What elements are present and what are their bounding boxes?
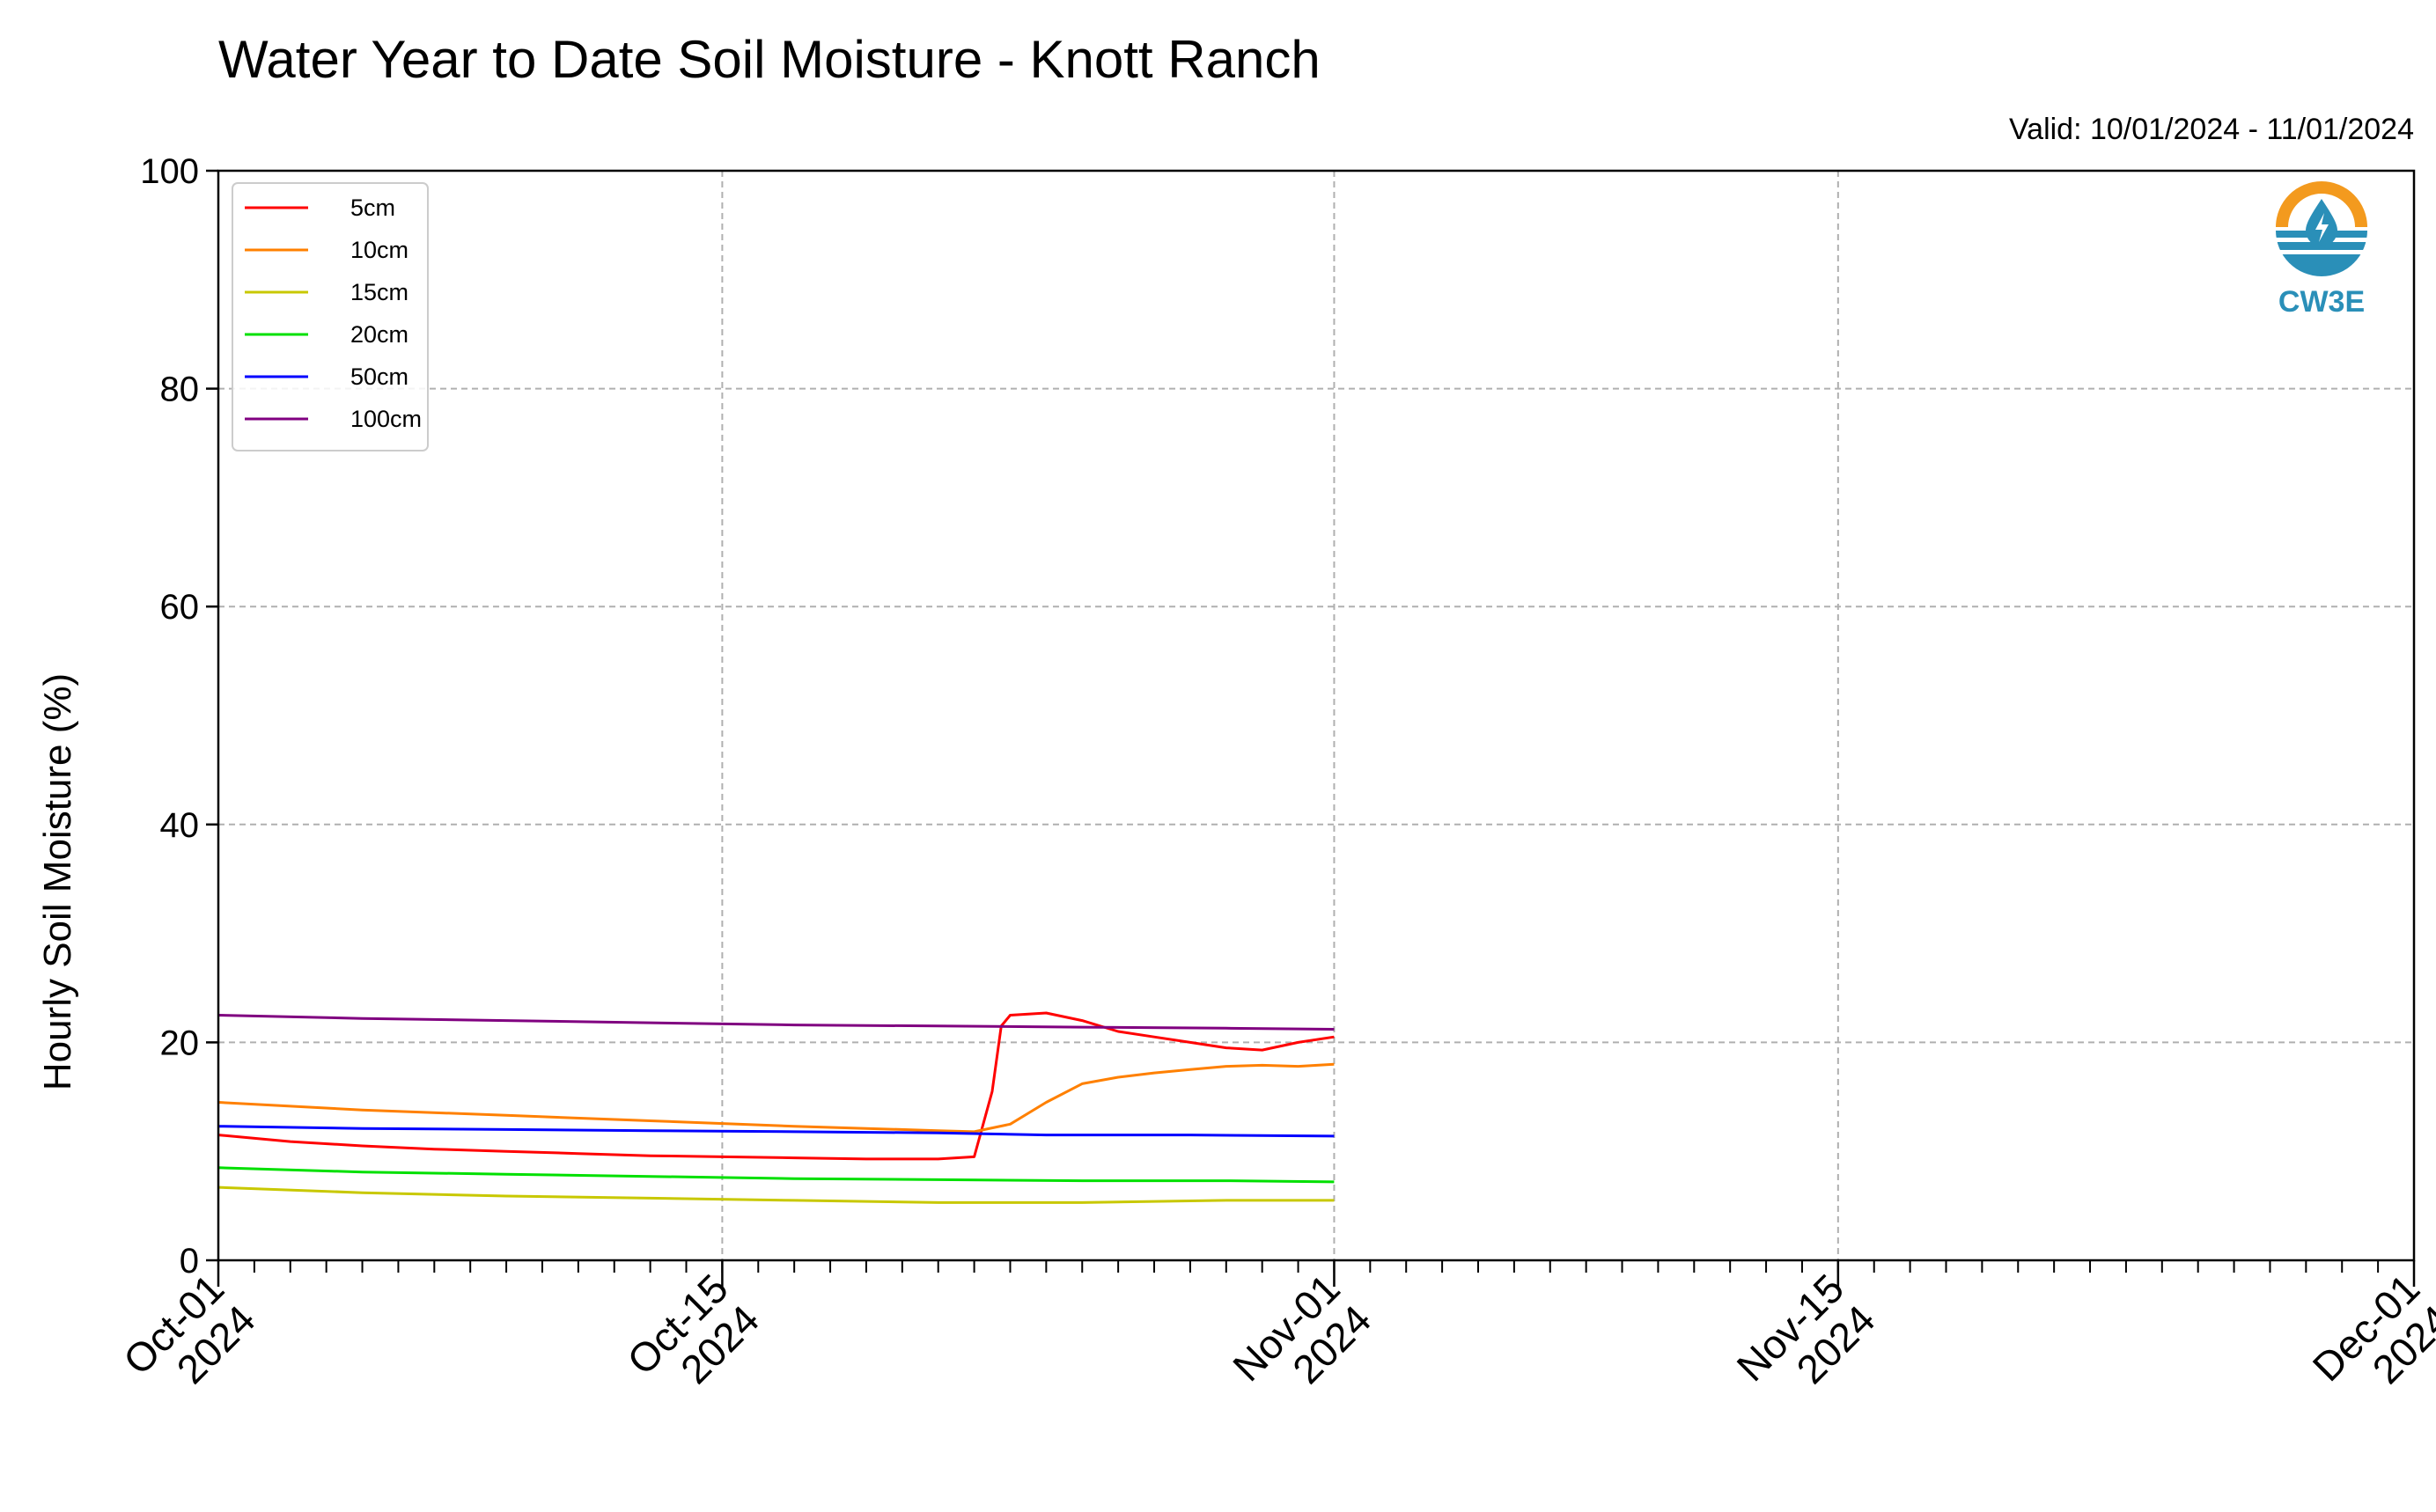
y-tick-label: 40 bbox=[160, 806, 200, 845]
y-tick-label: 0 bbox=[180, 1242, 199, 1281]
plot-frame bbox=[217, 169, 2416, 1262]
water-drop-logo-icon bbox=[2274, 181, 2369, 276]
y-tick-label: 100 bbox=[140, 152, 199, 191]
series-line-10cm bbox=[217, 1062, 1335, 1134]
valid-date-range: Valid: 10/01/2024 - 11/01/2024 bbox=[2009, 113, 2414, 146]
chart-title: Water Year to Date Soil Moisture - Knott… bbox=[218, 30, 1321, 89]
y-tick-label: 20 bbox=[160, 1024, 200, 1062]
series-line-100cm bbox=[217, 1014, 1335, 1031]
legend-label: 20cm bbox=[350, 321, 408, 348]
series-line-15cm bbox=[217, 1185, 1335, 1204]
grid-lines bbox=[218, 171, 2414, 1260]
series-line-5cm bbox=[217, 1011, 1335, 1161]
cw3e-logo: CW3E bbox=[2274, 181, 2369, 319]
y-tick-label: 80 bbox=[160, 371, 200, 409]
legend-label: 15cm bbox=[350, 279, 408, 305]
series-lines bbox=[217, 1011, 1335, 1204]
series-line-20cm bbox=[217, 1166, 1335, 1184]
logo-text: CW3E bbox=[2278, 285, 2365, 319]
legend-label: 50cm bbox=[350, 363, 408, 390]
y-tick-label: 60 bbox=[160, 588, 200, 627]
legend-label: 100cm bbox=[350, 406, 422, 432]
series-line-50cm bbox=[217, 1125, 1335, 1138]
legend: 5cm 10cm 15cm 20cm 50cm 100cm bbox=[232, 182, 429, 451]
y-axis-label: Hourly Soil Moisture (%) bbox=[36, 673, 79, 1090]
legend-label: 5cm bbox=[350, 195, 395, 221]
legend-label: 10cm bbox=[350, 237, 408, 263]
